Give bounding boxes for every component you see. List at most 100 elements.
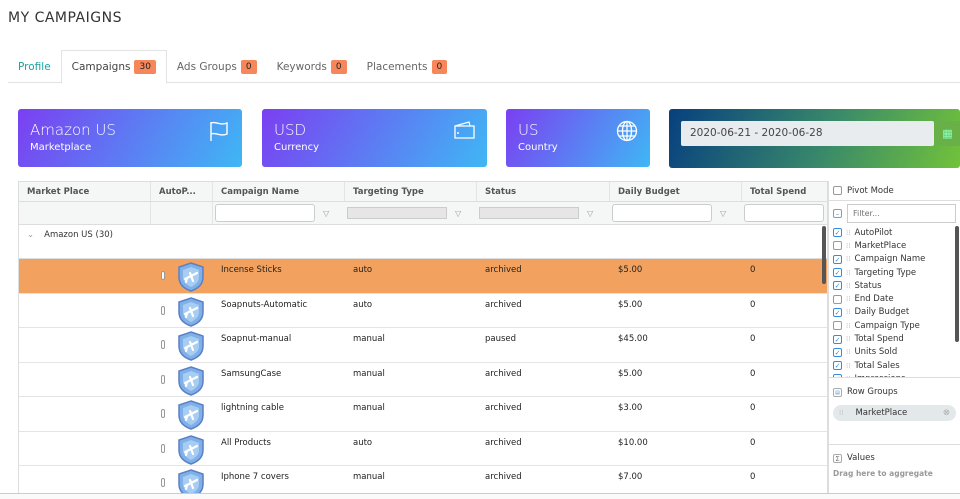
tab-keywords[interactable]: Keywords 0 [267,50,357,83]
targeting-type-cell: manual [353,403,385,413]
card-label: Currency [274,142,320,153]
status-cell: paused [485,334,517,344]
group-label: Amazon US (30) [44,230,113,240]
drag-handle-icon[interactable]: ⁞⁞ [846,335,851,344]
column-list-item[interactable]: ✓ ⁞⁞ Campaign Name [829,253,960,266]
column-list-item[interactable]: ⁞⁞ Campaign Type [829,319,960,332]
drag-handle-icon[interactable]: ⁞⁞ [846,321,851,330]
column-label: Total Spend [854,334,904,345]
column-list-item[interactable]: ⁞⁞ End Date [829,292,960,305]
drag-handle-icon[interactable]: ⁞⁞ [846,281,851,290]
autopilot-checkbox[interactable] [161,443,165,453]
column-checkbox[interactable]: ✓ [833,307,842,317]
autopilot-checkbox[interactable] [161,340,165,349]
column-checkbox[interactable] [833,241,842,251]
column-list-item[interactable]: ✓ ⁞⁞ Total Sales [829,359,960,372]
drag-handle-icon[interactable]: ⁞⁞ [846,228,851,237]
column-header-daily-budget[interactable]: Daily Budget [610,182,742,201]
count-badge: 0 [431,59,448,74]
calendar-icon[interactable]: ▦ [935,121,960,146]
drag-handle-icon[interactable]: ⁞⁞ [846,241,851,250]
column-header-campaign-name[interactable]: Campaign Name [213,182,345,201]
column-header-status[interactable]: Status [477,182,610,201]
grid-scrollbar[interactable] [822,226,826,284]
group-row[interactable]: ⌄ Amazon US (30) [19,225,827,259]
column-checkbox[interactable] [833,294,842,304]
column-checkbox[interactable]: ✓ [833,281,842,291]
column-checkbox[interactable]: ✓ [833,228,842,238]
tab-label: Keywords [276,60,327,73]
autopilot-checkbox[interactable] [161,478,165,487]
column-list-item[interactable]: ✓ ⁞⁞ Impressions [829,372,960,377]
campaign-name-filter-input[interactable] [215,204,315,222]
drag-handle-icon[interactable]: ⁞⁞ [846,348,851,357]
filter-icon[interactable]: ▽ [455,208,462,218]
column-label: Daily Budget [854,307,910,318]
campaign-name-cell: All Products [221,437,271,448]
column-filter-input[interactable] [847,204,956,223]
drag-handle-icon[interactable]: ⁞⁞ [839,409,844,417]
bottom-toolbar [0,493,960,499]
column-list-item[interactable]: ✓ ⁞⁞ Status [829,279,960,292]
autopilot-checkbox[interactable] [161,305,165,315]
autopilot-checkbox[interactable] [161,409,165,418]
daily-budget-filter-input[interactable] [612,204,712,222]
table-row[interactable]: Soapnuts-Automatic auto archived $5.00 0 [19,294,827,328]
column-header-total-spend[interactable]: Total Spend [742,182,827,201]
tab-label: Placements [366,60,428,73]
pivot-mode-toggle[interactable]: Pivot Mode [829,181,960,201]
checkbox[interactable] [833,186,842,195]
drag-handle-icon[interactable]: ⁞⁞ [846,295,851,304]
chevron-down-icon[interactable]: ⌄ [27,230,35,240]
autopilot-shield-icon [165,296,205,328]
column-list-scrollbar[interactable] [955,226,959,342]
select-all-checkbox[interactable]: – [833,209,842,218]
row-group-chip[interactable]: ⁞⁞ MarketPlace ⊗ [833,405,956,421]
autopilot-shield-icon [165,434,205,466]
column-list-item[interactable]: ✓ ⁞⁞ Units Sold [829,346,960,359]
table-row[interactable]: SamsungCase manual archived $5.00 0 [19,363,827,397]
daily-budget-cell: $7.00 [618,472,643,482]
tab-profile[interactable]: Profile [8,50,61,83]
autopilot-checkbox[interactable] [161,374,165,384]
targeting-type-cell: auto [353,437,373,448]
column-checkbox[interactable]: ✓ [833,361,842,371]
column-list-item[interactable]: ✓ ⁞⁞ Daily Budget [829,306,960,319]
autopilot-checkbox[interactable] [161,271,165,280]
column-list-item[interactable]: ✓ ⁞⁞ AutoPilot [829,226,960,239]
column-label: Units Sold [854,347,898,358]
remove-icon[interactable]: ⊗ [942,408,950,418]
column-list-item[interactable]: ✓ ⁞⁞ Total Spend [829,332,960,345]
column-checkbox[interactable]: ✓ [833,374,842,377]
column-header-autopilot[interactable]: AutoP... [151,182,213,201]
column-checkbox[interactable]: ✓ [833,254,842,264]
column-header-targeting-type[interactable]: Targeting Type [345,182,477,201]
date-range-input[interactable]: 2020-06-21 - 2020-06-28 [681,121,934,146]
table-row[interactable]: Soapnut-manual manual paused $45.00 0 [19,328,827,363]
drag-handle-icon[interactable]: ⁞⁞ [846,268,851,277]
drag-handle-icon[interactable]: ⁞⁞ [846,375,850,377]
filter-icon[interactable]: ▽ [323,208,330,218]
drag-handle-icon[interactable]: ⁞⁞ [846,255,851,264]
daily-budget-cell: $5.00 [618,299,643,310]
drag-handle-icon[interactable]: ⁞⁞ [846,361,851,370]
filter-icon[interactable]: ▽ [720,208,727,218]
table-row[interactable]: All Products auto archived $10.00 0 [19,432,827,466]
filter-icon[interactable]: ▽ [587,208,594,218]
drag-handle-icon[interactable]: ⁞⁞ [846,308,851,317]
column-checkbox[interactable]: ✓ [833,268,842,278]
table-row[interactable]: lightning cable manual archived $3.00 0 [19,397,827,432]
column-list-item[interactable]: ✓ ⁞⁞ Targeting Type [829,266,960,279]
column-checkbox[interactable]: ✓ [833,334,842,344]
column-header-market-place[interactable]: Market Place [19,182,151,201]
total-spend-filter-input[interactable] [744,204,824,222]
table-row[interactable]: Incense Sticks auto archived $5.00 0 [19,259,827,294]
tab-campaigns[interactable]: Campaigns 30 [60,50,167,84]
column-list-item[interactable]: ⁞⁞ MarketPlace [829,239,960,252]
tab-ads-groups[interactable]: Ads Groups 0 [167,50,267,83]
column-checkbox[interactable]: ✓ [833,347,842,357]
flag-icon [210,121,228,141]
tab-placements[interactable]: Placements 0 [357,50,458,83]
column-checkbox[interactable] [833,321,842,331]
status-cell: archived [485,265,522,275]
